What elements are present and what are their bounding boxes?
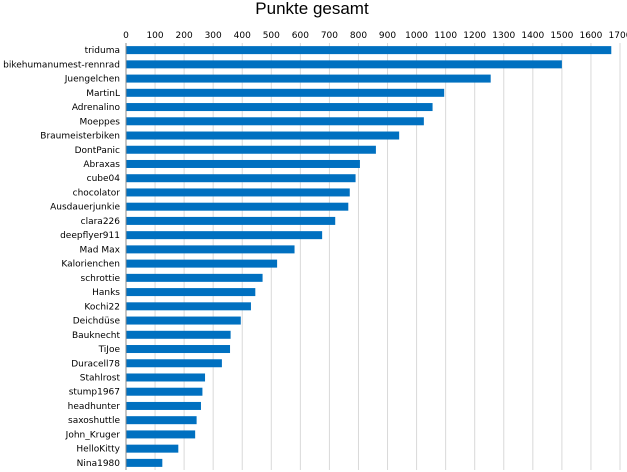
category-label: saxoshuttle (68, 416, 120, 426)
bar (126, 202, 349, 211)
category-label: Ausdauerjunkie (50, 203, 120, 213)
bar (126, 46, 612, 55)
x-tick-label: 1000 (405, 31, 428, 41)
bar (126, 430, 196, 439)
x-tick-label: 1700 (609, 31, 627, 41)
category-label: stump1967 (69, 388, 120, 398)
category-label: Deichdüse (73, 317, 121, 327)
x-tick-label: 100 (146, 31, 163, 41)
category-label: Stahlrost (80, 373, 121, 383)
x-tick-label: 700 (321, 31, 338, 41)
bar (126, 60, 562, 69)
x-tick-label: 1200 (463, 31, 486, 41)
category-label: TiJoe (98, 345, 121, 355)
category-label: Adrenalino (72, 103, 121, 113)
bar (126, 245, 295, 254)
category-label: Braumeisterbiken (40, 132, 120, 142)
category-label: headhunter (68, 402, 121, 412)
category-label: Kochi22 (84, 302, 120, 312)
bar (126, 216, 336, 225)
category-label: Mad Max (80, 245, 121, 255)
x-tick-label: 1600 (579, 31, 602, 41)
category-labels: triduma bikehumanumest-rennrad Juengelchen… (3, 46, 121, 469)
x-tick-label: 0 (123, 31, 129, 41)
x-tick-label: 1400 (521, 31, 544, 41)
bar (126, 302, 251, 311)
category-label: cube04 (87, 174, 121, 184)
x-tick-label: 1500 (550, 31, 573, 41)
category-label: Juengelchen (64, 75, 120, 85)
category-label: MartinL (86, 89, 120, 99)
bar (126, 444, 179, 453)
bar (126, 259, 278, 268)
category-label: schrottie (81, 274, 121, 284)
x-tick-label: 300 (205, 31, 222, 41)
bar (126, 117, 424, 126)
category-label: triduma (85, 46, 120, 56)
category-label: Duracell78 (71, 359, 120, 369)
x-tick-label: 400 (234, 31, 251, 41)
category-label: bikehumanumest-rennrad (3, 60, 120, 70)
bar (126, 131, 400, 140)
gridlines (125, 43, 621, 470)
bar (126, 316, 241, 325)
x-tick-label: 600 (292, 31, 309, 41)
category-label: Nina1980 (77, 459, 121, 469)
bar (126, 174, 356, 183)
bar (126, 103, 433, 112)
x-tick-label: 500 (263, 31, 280, 41)
category-label: Kalorienchen (61, 260, 120, 270)
x-axis-ticks: 0 100 200 300 400 500 600 700 800 900 1000 1100 1200… (123, 31, 627, 41)
bar (126, 159, 360, 168)
category-label: deepflyer911 (60, 231, 120, 241)
bar (126, 345, 231, 354)
bar (126, 330, 231, 339)
x-tick-label: 900 (379, 31, 396, 41)
category-label: clara226 (81, 217, 121, 227)
x-tick-label: 800 (350, 31, 367, 41)
x-tick-label: 1100 (434, 31, 457, 41)
bar (126, 373, 206, 382)
bar (126, 231, 323, 240)
bar (126, 88, 445, 97)
x-tick-label: 200 (176, 31, 193, 41)
category-label: chocolator (73, 188, 121, 198)
bar (126, 288, 256, 297)
x-tick-label: 1300 (492, 31, 515, 41)
bar (126, 458, 163, 467)
bar (126, 401, 201, 410)
category-label: HelloKitty (76, 445, 120, 455)
bar (126, 359, 222, 368)
category-label: Moeppes (80, 117, 121, 127)
bar (126, 188, 350, 197)
bars (126, 46, 612, 467)
bar (126, 387, 203, 396)
bar (126, 273, 263, 282)
chart-title: Punkte gesamt (255, 0, 369, 18)
bar (126, 416, 197, 425)
category-label: DontPanic (75, 146, 120, 156)
category-label: Abraxas (83, 160, 120, 170)
bar (126, 74, 491, 83)
category-label: John_Kruger (65, 430, 121, 440)
category-label: Bauknecht (72, 331, 120, 341)
category-label: Hanks (92, 288, 120, 298)
bar (126, 145, 376, 154)
